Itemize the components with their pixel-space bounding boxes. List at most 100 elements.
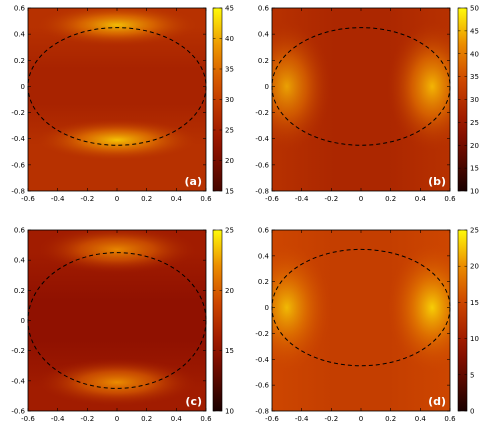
y-tick-label: -0.2: [255, 330, 269, 338]
panel-4: -0.6 -0.4 -0.2 0 0.2 0.4 0.6 0.6 0.4 0.2 0 -0.2 -0.4…: [255, 227, 479, 424]
y-tick-label: 0.6: [258, 227, 270, 235]
colorbar-tick-label: 20: [470, 142, 479, 150]
colorbar-tick-label: 35: [225, 66, 234, 74]
colorbar-tick-label: 40: [225, 35, 234, 43]
x-tick-label: -0.6: [21, 415, 35, 423]
y-tick-label: 0.6: [14, 227, 26, 235]
colorbar-tick-label: 0: [470, 408, 474, 416]
colorbar: 45 40 35 30 25 20 15: [212, 5, 234, 196]
colorbar-tick-label: 20: [225, 287, 234, 295]
panel-label: (b): [428, 175, 446, 188]
y-tick-label: 0: [265, 83, 269, 91]
y-tick-label: -0.8: [255, 408, 269, 416]
y-tick-label: 0.4: [14, 257, 26, 265]
y-tick-label: -0.2: [255, 109, 269, 117]
colorbar-tick-label: 45: [470, 27, 479, 35]
x-tick-label: 0.4: [171, 195, 183, 203]
x-tick-label: 0.2: [141, 195, 152, 203]
panel-label: (c): [185, 395, 202, 408]
y-tick-label: -0.6: [11, 408, 25, 416]
y-tick-label: -0.4: [11, 135, 25, 143]
y-tick-label: 0.4: [258, 252, 270, 260]
y-tick-label: -0.2: [11, 109, 25, 117]
colorbar-tick-label: 15: [225, 188, 234, 196]
x-tick-label: 0.6: [444, 415, 456, 423]
y-tick-label: 0: [265, 304, 269, 312]
hotspot-2: [35, 358, 199, 407]
colorbar-tick-label: 25: [225, 127, 234, 135]
colorbar-tick-label: 15: [470, 299, 479, 307]
y-tick-label: 0.4: [14, 31, 26, 39]
y-tick-label: -0.4: [255, 356, 269, 364]
x-tick-label: -0.6: [21, 195, 35, 203]
colorbar-tick-label: 50: [470, 5, 479, 13]
heatmap: [28, 8, 206, 191]
hotspot-1: [272, 242, 332, 373]
colorbar-tick-label: 15: [225, 347, 234, 355]
colorbar-tick-label: 25: [470, 227, 479, 235]
colorbar-tick-label: 35: [470, 73, 479, 81]
y-tick-label: -0.2: [11, 347, 25, 355]
y-tick-label: 0.4: [258, 31, 270, 39]
colorbar-tick-label: 25: [470, 119, 479, 127]
panel-label: (a): [185, 175, 202, 188]
y-tick-label: -0.6: [255, 161, 269, 169]
y-tick-label: 0.2: [14, 287, 25, 295]
panel-2: -0.6 -0.4 -0.2 0 0.2 0.4 0.6 0.6 0.4 0.2 0 -0.2 -0.4…: [255, 5, 479, 204]
hotspot-1: [35, 8, 199, 46]
heatmap: [272, 230, 450, 411]
colorbar-tick-label: 30: [225, 96, 234, 104]
y-tick-label: -0.6: [255, 382, 269, 390]
colorbar-tick-label: 5: [470, 371, 474, 379]
x-tick-label: 0.4: [415, 195, 427, 203]
x-tick-label: -0.2: [324, 195, 338, 203]
colorbar-tick-label: 25: [225, 227, 234, 235]
x-tick-label: -0.2: [80, 195, 94, 203]
y-tick-label: 0.2: [258, 57, 269, 65]
y-tick-label: -0.4: [11, 377, 25, 385]
y-tick-label: 0: [21, 317, 25, 325]
colorbar: 25 20 15 10: [212, 227, 234, 416]
x-tick-label: 0.6: [200, 195, 212, 203]
heatmap: [28, 230, 206, 411]
x-tick-label: 0: [115, 195, 119, 203]
x-tick-label: -0.6: [265, 415, 279, 423]
hotspot-2: [35, 119, 199, 161]
panel-3: -0.6 -0.4 -0.2 0 0.2 0.4 0.6 0.6 0.4 0.2 0 -0.2 -0.4…: [11, 227, 234, 424]
panel-1: -0.6 -0.4 -0.2 0 0.2 0.4 0.6 0.6 0.4 0.2 0 -0.2 -0.4…: [11, 5, 234, 204]
colorbar-scale: [212, 229, 223, 412]
y-tick-label: 0.2: [14, 57, 25, 65]
heatmap: [272, 8, 450, 191]
x-tick-label: 0.2: [385, 415, 396, 423]
colorbar-tick-label: 20: [225, 157, 234, 165]
panel-label: (d): [428, 395, 446, 408]
colorbar-scale: [457, 229, 468, 412]
x-tick-label: 0: [359, 415, 363, 423]
hotspot-1: [35, 230, 199, 274]
colorbar-tick-label: 30: [470, 96, 479, 104]
x-tick-label: 0.2: [385, 195, 396, 203]
y-tick-label: -0.4: [255, 135, 269, 143]
x-tick-label: 0: [359, 195, 363, 203]
x-tick-label: -0.4: [51, 415, 65, 423]
colorbar-tick-label: 45: [225, 5, 234, 13]
colorbar-tick-label: 10: [470, 188, 479, 196]
y-tick-label: -0.8: [255, 188, 269, 196]
y-tick-label: -0.6: [11, 161, 25, 169]
x-tick-label: -0.6: [265, 195, 279, 203]
x-tick-label: -0.2: [80, 415, 94, 423]
colorbar-tick-label: 20: [470, 263, 479, 271]
x-tick-label: 0.6: [444, 195, 456, 203]
x-tick-label: -0.4: [51, 195, 65, 203]
x-tick-label: 0.4: [171, 415, 183, 423]
x-tick-label: -0.2: [324, 415, 338, 423]
x-tick-label: 0.6: [200, 415, 212, 423]
colorbar: 25 20 15 10 5 0: [457, 227, 479, 416]
y-tick-label: 0: [21, 83, 25, 91]
colorbar-tick-label: 10: [225, 408, 234, 416]
x-tick-label: 0.4: [415, 415, 427, 423]
y-tick-label: 0.6: [14, 5, 26, 13]
colorbar-tick-label: 10: [470, 335, 479, 343]
x-tick-label: 0.2: [141, 415, 152, 423]
